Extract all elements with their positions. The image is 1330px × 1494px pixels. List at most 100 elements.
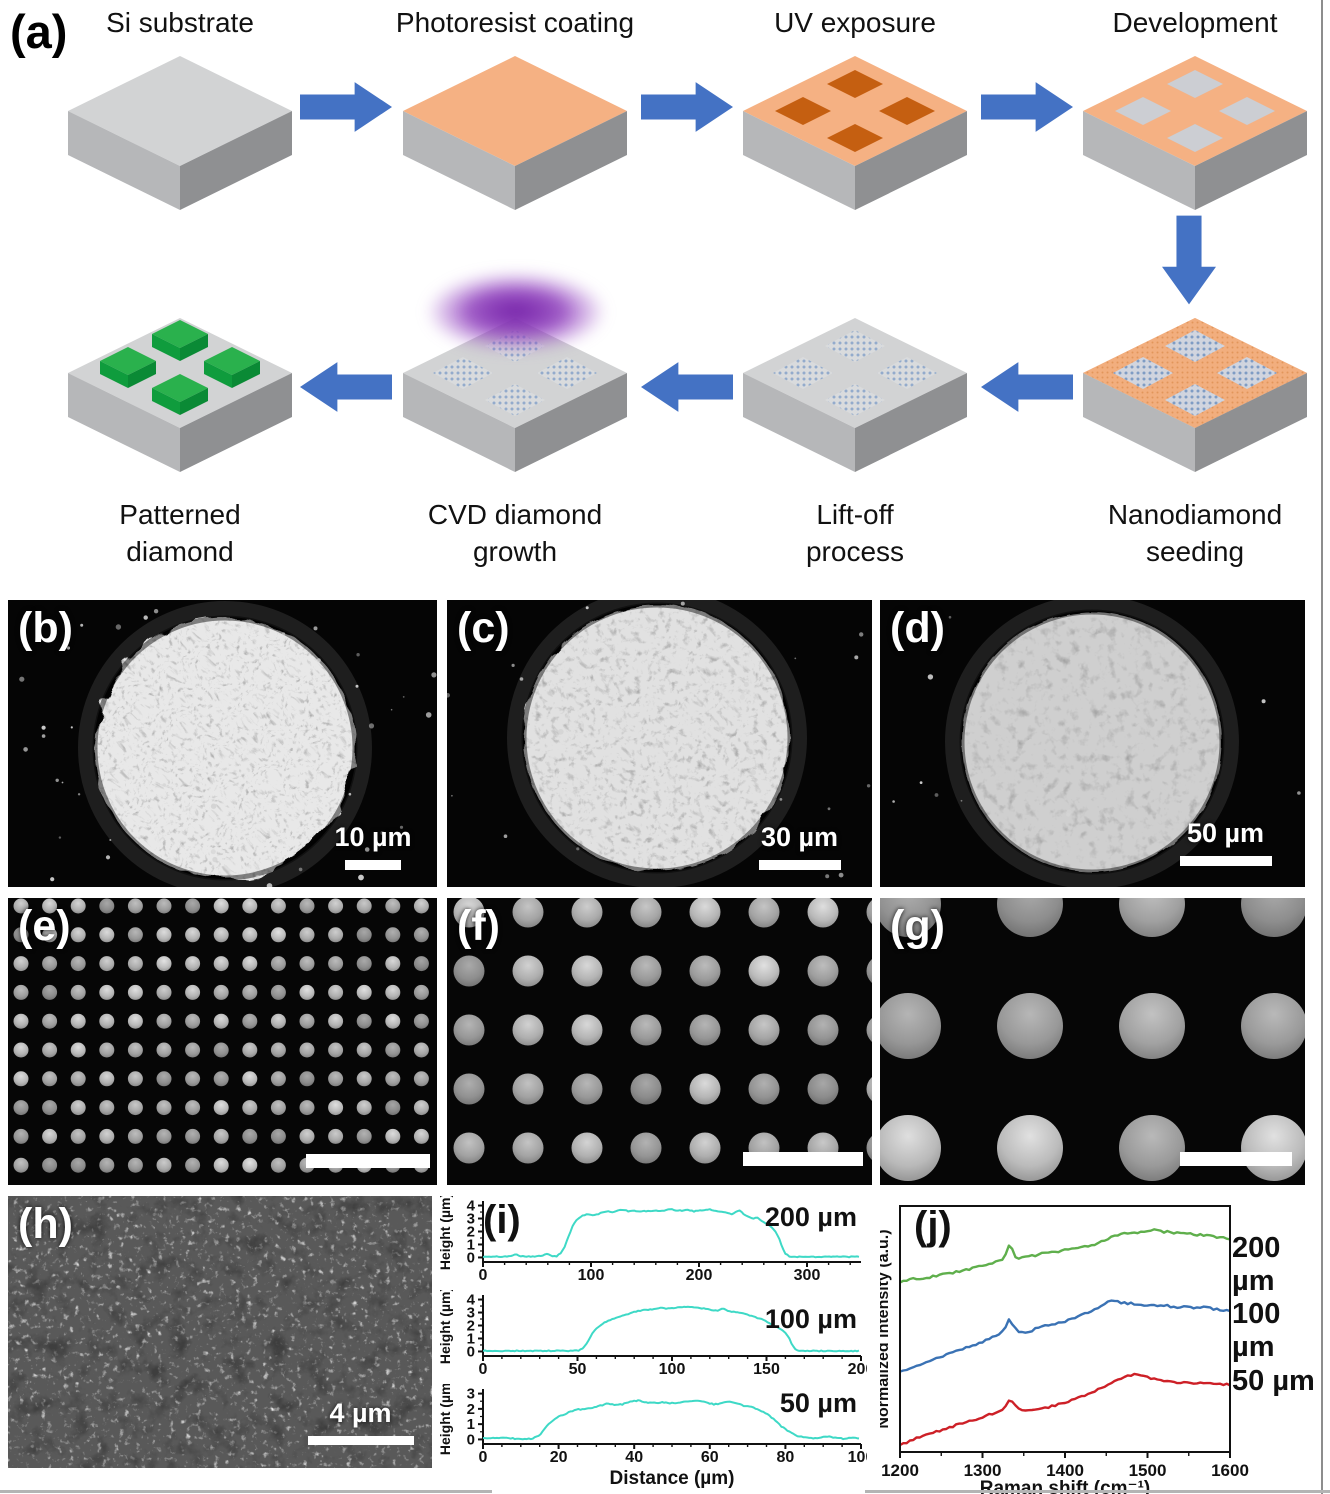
- svg-text:0: 0: [479, 1361, 488, 1378]
- svg-text:3: 3: [467, 1211, 475, 1228]
- sem-texture-image: [8, 1196, 432, 1468]
- chip-right-face: [180, 373, 292, 472]
- chip-seeding: [1075, 310, 1315, 480]
- svg-text:1600: 1600: [1211, 1461, 1249, 1480]
- svg-text:50: 50: [569, 1361, 587, 1378]
- scalebar-b: [345, 860, 401, 870]
- chip-development: [1075, 48, 1315, 218]
- sem-circle-image: [447, 600, 872, 887]
- svg-text:1400: 1400: [1046, 1461, 1084, 1480]
- svg-text:2: 2: [467, 1401, 475, 1418]
- panel-g-label: (g): [890, 902, 945, 950]
- panel-i-height-profiles: (i) 0 100 200 300 0 1 2 3 4 Height (µm) 200 µm 0 50…: [437, 1196, 867, 1494]
- arrow-left-icon: [300, 360, 392, 414]
- arrow-right-svg: [981, 82, 1073, 132]
- svg-text:2: 2: [467, 1318, 475, 1335]
- arrow-right-icon: [300, 80, 392, 134]
- svg-text:40: 40: [625, 1449, 643, 1466]
- chip-svg-dev: [1083, 56, 1307, 210]
- label-line: Nanodiamond: [1107, 499, 1283, 530]
- x-axis-title-distance: Distance (µm): [609, 1468, 735, 1489]
- panel-a-label: (a): [10, 5, 68, 58]
- chip-right-face: [515, 373, 627, 472]
- arrow-right-svg: [300, 82, 392, 132]
- svg-text:3: 3: [467, 1386, 475, 1403]
- svg-text:0: 0: [467, 1249, 475, 1266]
- sem-panel-h: (h) 4 µm: [8, 1196, 432, 1468]
- label-line: process: [805, 536, 905, 567]
- chip-left-face: [1083, 111, 1195, 210]
- arrow-left-icon: [981, 360, 1073, 414]
- svg-text:150: 150: [753, 1361, 780, 1378]
- svg-text:60: 60: [701, 1449, 719, 1466]
- chip-left-face: [403, 111, 515, 210]
- height-profile-plot-200um: 0 100 200 300 0 1 2 3 4 Height (µm) 200 µm: [437, 1196, 867, 1290]
- label-line: Patterned: [119, 499, 241, 530]
- raman-series-label-100um: 100 µm: [1232, 1298, 1281, 1363]
- svg-text:4: 4: [467, 1198, 476, 1215]
- scalebar: [306, 1154, 430, 1168]
- panel-c-label: (c): [457, 604, 510, 652]
- panel-h-label: (h): [18, 1200, 73, 1248]
- chip-right-face: [855, 373, 967, 472]
- svg-text:100 µm: 100 µm: [765, 1304, 857, 1334]
- svg-text:0: 0: [467, 1431, 475, 1448]
- svg-text:0: 0: [479, 1267, 488, 1284]
- scalebar-d: [1180, 856, 1272, 866]
- step-label-cvd-growth: CVD diamond growth: [335, 496, 695, 570]
- sem-panel-d: (d) 50 µm: [880, 600, 1305, 887]
- svg-text:100: 100: [578, 1267, 605, 1284]
- svg-text:80: 80: [777, 1449, 795, 1466]
- scalebar-c: [759, 860, 841, 870]
- arrow-right-svg: [641, 82, 733, 132]
- plasma-cloud-core: [462, 288, 570, 334]
- sem-panel-e: (e): [8, 898, 437, 1185]
- svg-text:Normalized intensity (a.u.): Normalized intensity (a.u.): [880, 1229, 892, 1428]
- svg-text:200 µm: 200 µm: [765, 1202, 857, 1232]
- svg-text:1500: 1500: [1129, 1461, 1167, 1480]
- arrow-left-svg: [641, 362, 733, 412]
- chip-si-substrate: [60, 48, 300, 218]
- chip-right-face: [180, 111, 292, 210]
- chip-svg-resist: [403, 56, 627, 210]
- panel-j-label: (j): [914, 1204, 952, 1248]
- svg-text:1: 1: [467, 1236, 475, 1253]
- svg-text:Height (µm): Height (µm): [437, 1384, 453, 1455]
- svg-text:200: 200: [848, 1361, 867, 1378]
- svg-text:1: 1: [467, 1416, 475, 1433]
- arrow-down-icon: [1162, 214, 1216, 306]
- svg-text:1: 1: [467, 1330, 475, 1347]
- scalebar-label-d: 50 µm: [1186, 818, 1265, 848]
- arrow-right-icon: [981, 80, 1073, 134]
- chip-svg-liftoff: [743, 318, 967, 472]
- svg-text:50 µm: 50 µm: [780, 1388, 857, 1418]
- sem-dot-array-image: [447, 898, 872, 1185]
- svg-text:100: 100: [659, 1361, 686, 1378]
- svg-text:1200: 1200: [881, 1461, 919, 1480]
- svg-text:3: 3: [467, 1305, 475, 1322]
- scalebar-h: [308, 1436, 414, 1445]
- step-label-development: Development: [1112, 7, 1278, 38]
- svg-text:200: 200: [686, 1267, 713, 1284]
- arrow-left-svg: [300, 362, 392, 412]
- sem-panel-c: (c) 30 µm: [447, 600, 872, 887]
- chip-svg-seed: [1083, 318, 1307, 472]
- chip-liftoff: [735, 310, 975, 480]
- chip-uv-exposure: [735, 48, 975, 218]
- panel-e-label: (e): [18, 902, 71, 950]
- chip-left-face: [743, 111, 855, 210]
- chip-left-face: [68, 111, 180, 210]
- sem-circle-image: [880, 600, 1305, 887]
- chip-right-face: [1195, 373, 1307, 472]
- svg-text:1300: 1300: [964, 1461, 1002, 1480]
- scalebar-label-c: 30 µm: [760, 822, 839, 852]
- chip-left-face: [403, 373, 515, 472]
- step-label-seeding: Nanodiamond seeding: [1015, 496, 1330, 570]
- label-line: Lift-off: [816, 499, 894, 530]
- sem-dot-array-image: [8, 898, 437, 1185]
